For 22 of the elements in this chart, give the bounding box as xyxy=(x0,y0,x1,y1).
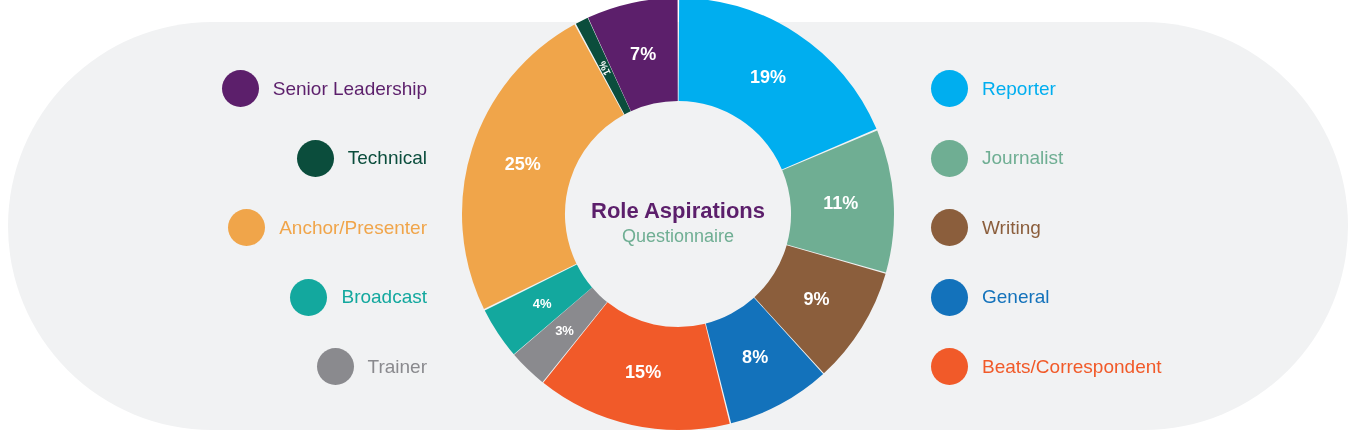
data-label: 7% xyxy=(630,43,657,64)
legend-label: Technical xyxy=(347,147,427,169)
legend-label: Writing xyxy=(982,216,1041,239)
data-label: 4% xyxy=(532,295,552,311)
legend-label: General xyxy=(982,286,1050,308)
data-label: 25% xyxy=(504,153,541,174)
legend-label: Trainer xyxy=(367,355,427,378)
data-label: 8% xyxy=(742,346,769,367)
legend-label: Anchor/Presenter xyxy=(279,216,427,239)
legend-label: Beats/Correspondent xyxy=(982,355,1162,378)
data-label: 15% xyxy=(625,362,662,383)
data-label: 11% xyxy=(823,192,859,213)
data-label: 9% xyxy=(803,288,830,309)
legend-label: Reporter xyxy=(982,77,1056,100)
text: Questionnaire xyxy=(620,226,736,247)
text: Role Aspirations xyxy=(591,198,765,223)
legend-label: Broadcast xyxy=(341,286,427,308)
legend-label: Journalist xyxy=(982,147,1064,169)
data-label: 19% xyxy=(750,67,787,88)
data-label: 1% xyxy=(596,59,613,78)
legend-label: Senior Leadership xyxy=(272,77,427,100)
data-label: 3% xyxy=(555,322,575,338)
